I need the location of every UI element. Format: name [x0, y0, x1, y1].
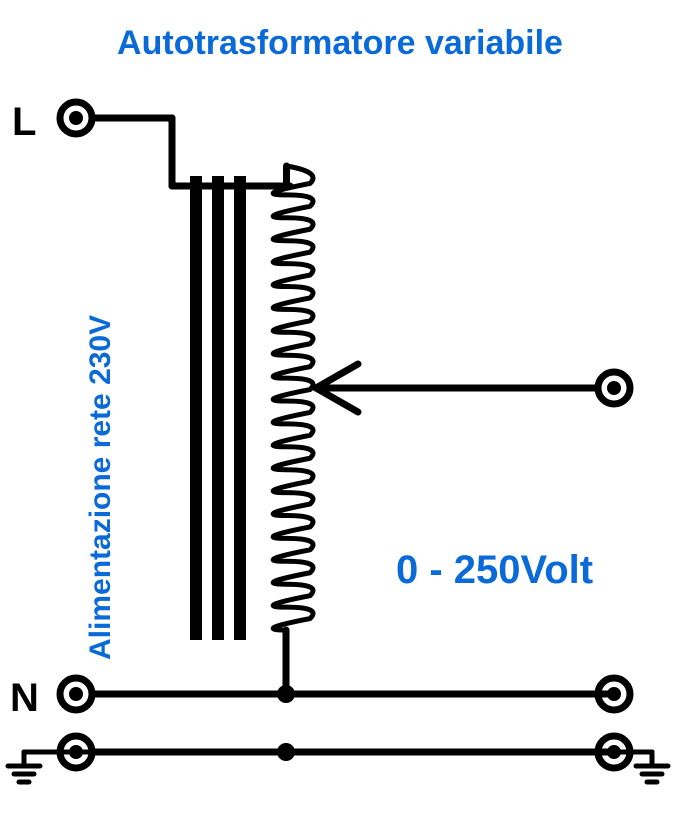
input-supply-label: Alimentazione rete 230V: [84, 315, 118, 660]
output-range-label: 0 - 250Volt: [396, 548, 593, 593]
terminal-n-label: N: [10, 676, 39, 721]
terminal-l-label: L: [12, 100, 36, 145]
diagram-title: Autotrasformatore variabile: [117, 24, 563, 63]
